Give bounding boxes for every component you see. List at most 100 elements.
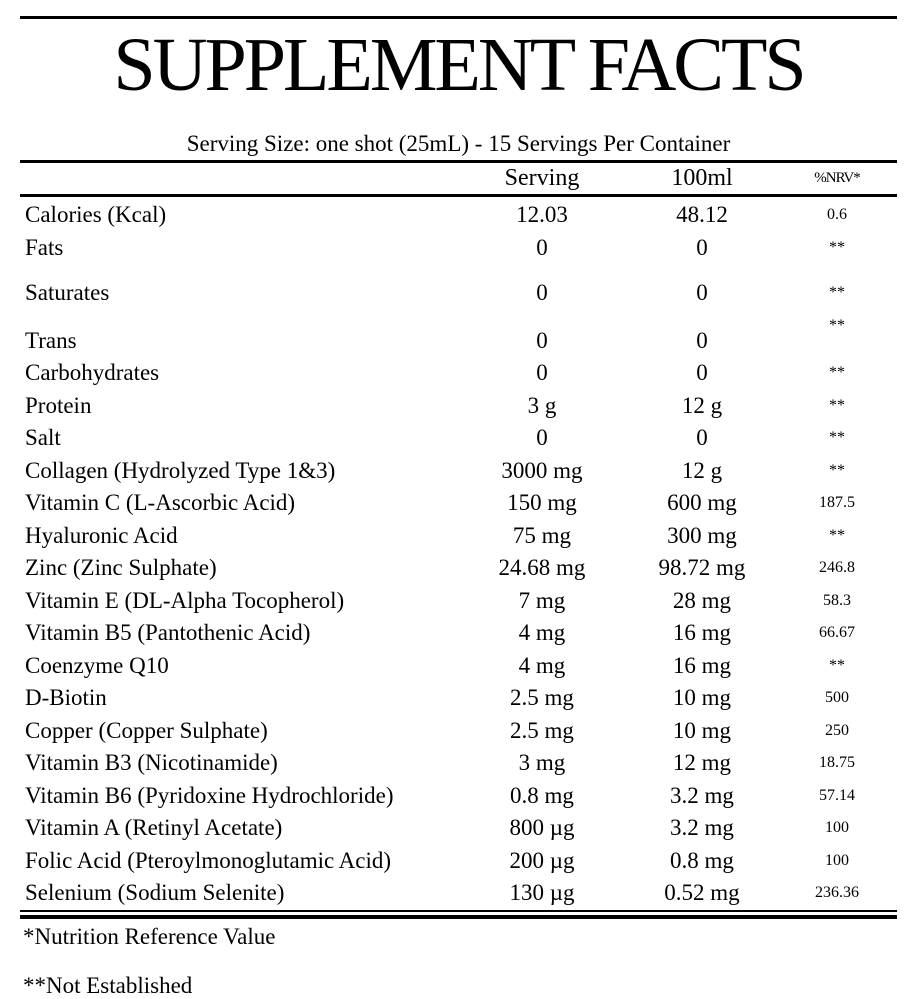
nrv-value: 246.8 xyxy=(819,559,855,577)
per-100ml-value: 3.2 mg xyxy=(670,782,734,808)
nutrient-name: Vitamin A (Retinyl Acetate) xyxy=(25,815,283,841)
table-row: Hyaluronic Acid 75 mg 300 mg ** xyxy=(20,520,897,553)
serving-value: 0 xyxy=(536,234,548,260)
serving-value: 2.5 mg xyxy=(510,717,574,743)
top-rule xyxy=(20,16,897,19)
table-row: Protein 3 g 12 g ** xyxy=(20,390,897,423)
serving-value: 200 µg xyxy=(509,847,575,873)
nutrient-name: Copper (Copper Sulphate) xyxy=(25,717,268,743)
nutrient-name: Coenzyme Q10 xyxy=(25,652,169,678)
nutrient-name: Vitamin C (L-Ascorbic Acid) xyxy=(25,490,296,516)
nrv-value: 100 xyxy=(825,819,849,837)
page-title: SUPPLEMENT FACTS xyxy=(113,23,806,107)
serving-value: 12.03 xyxy=(516,202,568,228)
nutrient-name: Selenium (Sodium Selenite) xyxy=(25,880,285,906)
serving-value: 2.5 mg xyxy=(510,685,574,711)
per-100ml-value: 0 xyxy=(696,425,708,451)
per-100ml-value: 12 g xyxy=(681,457,723,483)
table-row: Carbohydrates 0 0 ** xyxy=(20,357,897,390)
column-header-serving: Serving xyxy=(504,165,580,191)
nrv-value: ** xyxy=(829,429,845,447)
per-100ml-value: 3.2 mg xyxy=(670,815,734,841)
table-row: Saturates 0 0 ** xyxy=(20,277,897,310)
nrv-value: 18.75 xyxy=(819,754,855,772)
serving-value: 0 xyxy=(536,360,548,386)
column-header-100ml: 100ml xyxy=(671,165,733,191)
nrv-value: 0.6 xyxy=(827,206,847,224)
nrv-value: ** xyxy=(829,656,845,674)
nrv-value: 66.67 xyxy=(819,624,855,642)
serving-value: 0.8 mg xyxy=(510,782,574,808)
facts-table-body: Calories (Kcal) 12.03 48.12 0.6 Fats 0 0… xyxy=(20,197,897,910)
nutrient-name: Protein xyxy=(25,392,92,418)
per-100ml-value: 28 mg xyxy=(672,587,732,613)
table-row: Copper (Copper Sulphate) 2.5 mg 10 mg 25… xyxy=(20,715,897,748)
serving-value: 75 mg xyxy=(512,522,572,548)
table-row: Vitamin B3 (Nicotinamide) 3 mg 12 mg 18.… xyxy=(20,747,897,780)
serving-value: 3000 mg xyxy=(501,457,583,483)
nrv-value: ** xyxy=(829,526,845,544)
footnote-not-established: **Not Established xyxy=(23,972,193,998)
nrv-value: 250 xyxy=(825,721,849,739)
nutrient-name: Vitamin B5 (Pantothenic Acid) xyxy=(25,620,311,646)
nrv-value: 187.5 xyxy=(819,494,855,512)
nrv-value: ** xyxy=(829,461,845,479)
serving-value: 0 xyxy=(536,425,548,451)
table-row: Trans 0 0 ** xyxy=(20,317,897,358)
nutrient-name: Carbohydrates xyxy=(25,360,160,386)
per-100ml-value: 48.12 xyxy=(676,202,728,228)
per-100ml-value: 0 xyxy=(696,327,708,353)
table-end-rule xyxy=(20,909,897,919)
serving-value: 150 mg xyxy=(507,490,577,516)
serving-value: 3 mg xyxy=(518,750,566,776)
nrv-value: 100 xyxy=(825,851,849,869)
table-row: Vitamin A (Retinyl Acetate) 800 µg 3.2 m… xyxy=(20,812,897,845)
serving-size-info: Serving Size: one shot (25mL) - 15 Servi… xyxy=(186,131,731,156)
nutrient-name: Trans xyxy=(25,327,77,353)
nutrient-name: Folic Acid (Pteroylmonoglutamic Acid) xyxy=(25,847,392,873)
per-100ml-value: 10 mg xyxy=(672,717,732,743)
table-row: Vitamin B5 (Pantothenic Acid) 4 mg 16 mg… xyxy=(20,617,897,650)
nutrient-name: Saturates xyxy=(25,280,110,306)
nutrient-name: Calories (Kcal) xyxy=(25,202,167,228)
table-row: Vitamin E (DL-Alpha Tocopherol) 7 mg 28 … xyxy=(20,585,897,618)
serving-value: 0 xyxy=(536,327,548,353)
table-row: Coenzyme Q10 4 mg 16 mg ** xyxy=(20,650,897,683)
per-100ml-value: 0 xyxy=(696,234,708,260)
serving-info-rule xyxy=(20,160,897,163)
table-row: Folic Acid (Pteroylmonoglutamic Acid) 20… xyxy=(20,845,897,878)
serving-value: 4 mg xyxy=(518,620,566,646)
nutrient-name: Vitamin B6 (Pyridoxine Hydrochloride) xyxy=(25,782,394,808)
column-header-nrv: %NRV* xyxy=(814,170,860,186)
per-100ml-value: 0.52 mg xyxy=(664,880,740,906)
per-100ml-value: 16 mg xyxy=(672,620,732,646)
per-100ml-value: 0 xyxy=(696,280,708,306)
per-100ml-value: 0.8 mg xyxy=(670,847,734,873)
serving-value: 24.68 mg xyxy=(498,555,586,581)
serving-value: 7 mg xyxy=(518,587,566,613)
header-rule xyxy=(20,194,897,197)
nrv-value: 236.36 xyxy=(815,884,859,902)
table-row: Vitamin C (L-Ascorbic Acid) 150 mg 600 m… xyxy=(20,487,897,520)
per-100ml-value: 12 mg xyxy=(672,750,732,776)
nrv-value: ** xyxy=(829,396,845,414)
table-header-row: Serving 100ml %NRV* xyxy=(20,163,897,194)
nrv-value: ** xyxy=(829,238,845,256)
nrv-value: 500 xyxy=(825,689,849,707)
serving-value: 0 xyxy=(536,280,548,306)
nrv-value: ** xyxy=(829,316,845,334)
nutrient-name: Salt xyxy=(25,425,61,451)
nrv-value: ** xyxy=(829,284,845,302)
nutrient-name: Hyaluronic Acid xyxy=(25,522,178,548)
table-row: Zinc (Zinc Sulphate) 24.68 mg 98.72 mg 2… xyxy=(20,552,897,585)
table-row: Salt 0 0 ** xyxy=(20,422,897,455)
nutrient-name: Vitamin B3 (Nicotinamide) xyxy=(25,750,278,776)
nrv-value: 57.14 xyxy=(819,786,855,804)
nrv-value: 58.3 xyxy=(823,591,851,609)
per-100ml-value: 10 mg xyxy=(672,685,732,711)
nutrient-name: Zinc (Zinc Sulphate) xyxy=(25,555,217,581)
per-100ml-value: 16 mg xyxy=(672,652,732,678)
nrv-value: ** xyxy=(829,364,845,382)
per-100ml-value: 300 mg xyxy=(667,522,737,548)
serving-value: 4 mg xyxy=(518,652,566,678)
